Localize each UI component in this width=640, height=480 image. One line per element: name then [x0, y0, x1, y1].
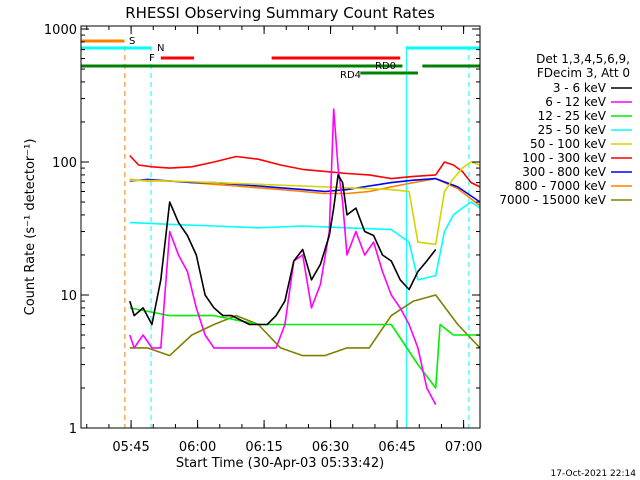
y-axis: 1 10 100 1000 [44, 23, 480, 437]
x-tick-label: 06:00 [179, 440, 216, 455]
series-line-50-100-kev [129, 161, 481, 246]
legend-header-line-1: Det 1,3,4,5,6,9, [536, 52, 630, 66]
x-tick-label: 06:15 [245, 440, 282, 455]
series-line-25-50-kev [129, 201, 481, 281]
legend-label-100-300-kev: 100 - 300 keV [522, 151, 606, 165]
y-tick-label: 10 [60, 289, 77, 304]
x-axis: 05:45 06:00 06:15 06:30 06:45 07:00 [86, 26, 482, 455]
y-tick-label: 1000 [44, 23, 77, 38]
plot-area: S NF RD0 RD4 [81, 36, 481, 428]
flag-label-rd4: RD4 [340, 70, 361, 81]
y-tick-label: 100 [52, 156, 77, 171]
x-tick-label: 05:45 [112, 440, 149, 455]
legend-label-300-800-kev: 300 - 800 keV [522, 165, 606, 179]
series-line-100-300-kev [129, 154, 481, 188]
series-line-6-12-kev [129, 108, 437, 405]
flag-label-n: N [157, 43, 164, 54]
y-axis-label: Count Rate (s⁻¹ detector⁻¹) [23, 139, 38, 316]
series-line-7000-15000-kev [129, 294, 481, 357]
plot-frame [80, 25, 481, 429]
chart-title: RHESSI Observing Summary Count Rates [125, 4, 435, 22]
flag-label-f: F [149, 53, 155, 64]
legend-label-6-12-kev: 6 - 12 keV [545, 95, 607, 109]
legend-label-7000-15000-kev: 7000 - 15000 keV [499, 193, 606, 207]
series-line-3-6-kev [129, 174, 437, 326]
legend-label-25-50-kev: 25 - 50 keV [538, 123, 607, 137]
legend-label-800-7000-kev: 800 - 7000 keV [515, 179, 607, 193]
x-tick-label: 06:45 [378, 440, 415, 455]
x-axis-label: Start Time (30-Apr-03 05:33:42) [176, 456, 384, 471]
y-tick-label: 1 [69, 422, 77, 437]
flag-label-s: S [129, 36, 135, 47]
flag-label-rd0: RD0 [375, 61, 396, 72]
legend-label-50-100-kev: 50 - 100 keV [530, 137, 607, 151]
series-line-12-25-kev [129, 307, 480, 389]
legend-label-3-6-kev: 3 - 6 keV [553, 81, 607, 95]
legend-label-12-25-kev: 12 - 25 keV [538, 109, 607, 123]
x-tick-label: 06:30 [312, 440, 349, 455]
timestamp: 17-Oct-2021 22:14 [551, 469, 637, 479]
legend-header-line-2: FDecim 3, Att 0 [537, 66, 630, 80]
x-tick-label: 07:00 [445, 440, 482, 455]
